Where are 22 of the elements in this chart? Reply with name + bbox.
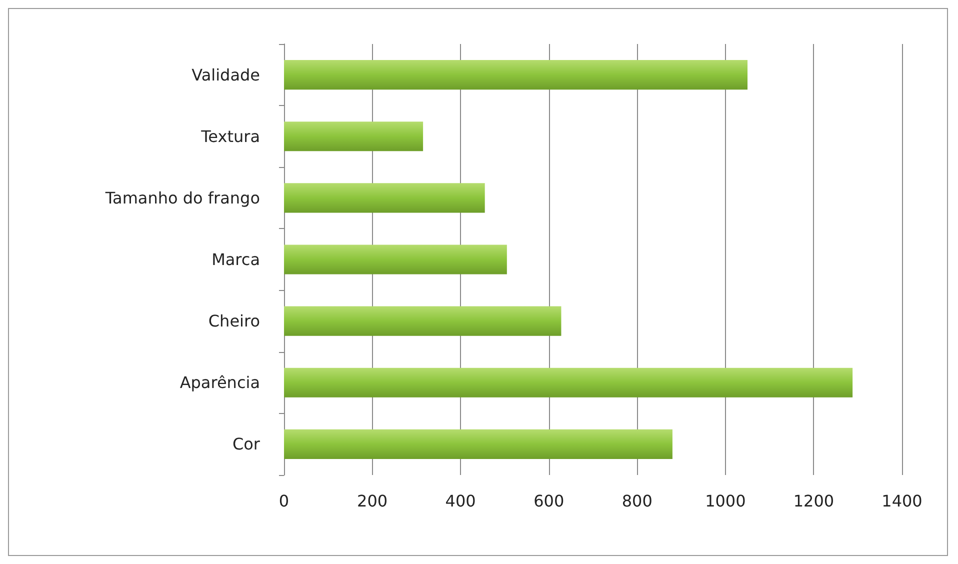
y-tick-label: Marca xyxy=(212,250,260,269)
bar xyxy=(284,122,424,152)
y-tick-label: Tamanho do frango xyxy=(104,188,260,208)
x-tick-label: 1000 xyxy=(705,492,746,510)
y-tick-label: Cheiro xyxy=(208,312,260,331)
bar xyxy=(284,368,853,398)
y-tick-label: Cor xyxy=(232,434,260,454)
y-tick-label: Aparência xyxy=(180,373,260,392)
x-tick-label: 800 xyxy=(622,492,652,510)
x-tick-label: 0 xyxy=(278,492,290,510)
bar xyxy=(284,244,507,274)
x-tick-label: 1200 xyxy=(793,492,834,510)
bar xyxy=(284,429,672,459)
bar xyxy=(284,306,562,336)
y-tick-label: Textura xyxy=(200,126,260,146)
x-tick-label: 1400 xyxy=(882,492,922,510)
bar xyxy=(284,60,748,90)
x-tick-label: 400 xyxy=(445,492,476,510)
bar xyxy=(284,183,485,213)
x-tick-label: 200 xyxy=(357,492,388,510)
y-tick-label: Validade xyxy=(192,65,260,84)
x-tick-label: 600 xyxy=(534,492,564,510)
